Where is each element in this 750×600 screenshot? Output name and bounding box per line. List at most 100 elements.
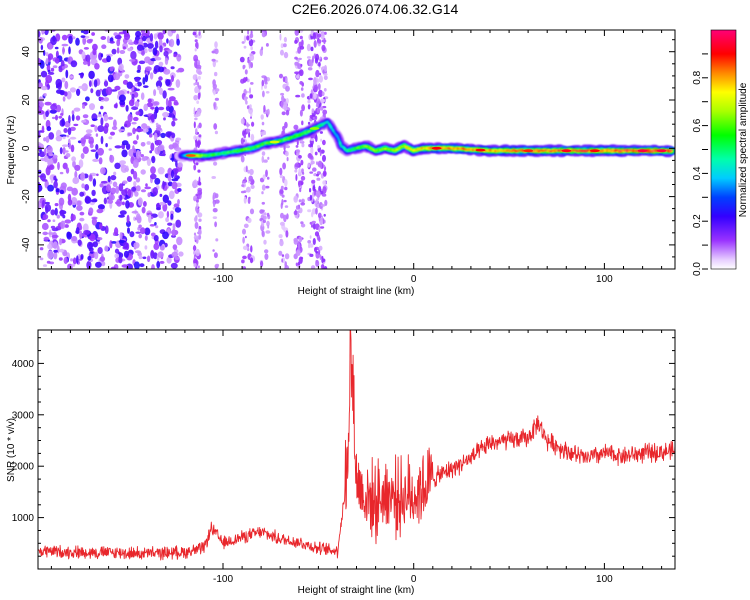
noise-blob [167, 181, 173, 187]
noise-blob [131, 106, 139, 111]
noise-blob [152, 101, 160, 106]
noise-blob [44, 201, 50, 205]
noise-blob [197, 189, 203, 196]
noise-blob [82, 146, 89, 154]
noise-blob [71, 114, 75, 122]
noise-blob [170, 262, 178, 269]
ridge-segment [345, 148, 348, 152]
noise-blob [243, 134, 246, 139]
noise-blob [214, 199, 220, 204]
noise-blob [240, 137, 244, 145]
noise-blob [143, 201, 147, 207]
noise-blob [249, 107, 252, 111]
noise-blob [56, 89, 63, 94]
noise-blob [243, 196, 247, 204]
noise-blob [165, 105, 170, 112]
noise-blob [310, 265, 316, 269]
noise-blob [46, 260, 51, 264]
colorbar-tick-label: 0.0 [692, 262, 703, 276]
noise-blob [261, 230, 264, 237]
noise-blob [66, 186, 74, 192]
noise-blob [44, 30, 49, 36]
noise-blob [45, 135, 50, 143]
noise-blob [58, 257, 63, 261]
noise-blob [214, 41, 218, 49]
noise-blob [241, 180, 246, 184]
noise-blob [314, 231, 320, 237]
noise-blob [193, 232, 197, 236]
noise-blob [298, 236, 303, 243]
noise-blob [141, 49, 145, 56]
noise-blob [85, 54, 91, 63]
ridge-hotspot [637, 149, 648, 153]
noise-blob [118, 239, 126, 243]
noise-blob [131, 121, 137, 125]
ridge-hotspot [589, 149, 600, 153]
noise-blob [322, 154, 326, 162]
noise-blob [57, 82, 62, 90]
colorbar-tick-label: 0.2 [692, 214, 703, 228]
noise-blob [113, 119, 117, 128]
noise-blob [145, 66, 152, 72]
noise-blob [53, 175, 57, 181]
noise-blob [41, 222, 49, 231]
noise-blob [154, 146, 161, 155]
noise-blob [300, 175, 306, 181]
y-tick-label: 4000 [12, 359, 35, 370]
snr-panel: -100 0 100 1000 2000 3000 4000 Height of strai… [6, 329, 676, 596]
noise-blob [315, 260, 320, 267]
noise-blob [249, 87, 251, 94]
noise-blob [40, 173, 46, 181]
noise-blob [300, 221, 304, 225]
noise-blob [165, 97, 169, 107]
noise-blob [149, 224, 155, 227]
noise-blob [196, 59, 201, 66]
noise-blob [76, 200, 82, 207]
noise-blob [39, 257, 44, 261]
x-tick-label: 0 [411, 274, 417, 285]
noise-blob [162, 180, 165, 190]
noise-blob [41, 30, 46, 33]
noise-blob [249, 168, 254, 176]
noise-blob [77, 239, 82, 246]
noise-blob [299, 69, 304, 77]
noise-blob [309, 253, 314, 257]
ridge-segment [411, 149, 415, 152]
noise-blob [310, 46, 314, 52]
noise-blob [54, 207, 58, 216]
noise-blob [296, 249, 301, 257]
noise-blob [261, 151, 266, 156]
noise-blob [88, 136, 94, 145]
noise-blob [40, 70, 48, 78]
noise-blob [99, 88, 103, 92]
noise-blob [149, 72, 154, 80]
noise-blob [140, 189, 147, 193]
noise-blob [141, 156, 147, 162]
noise-blob [312, 167, 317, 172]
noise-blob [165, 131, 173, 138]
noise-blob [65, 153, 71, 158]
noise-blob [48, 164, 55, 170]
noise-blob [71, 156, 76, 162]
noise-blob [108, 194, 115, 201]
noise-blob [239, 56, 245, 63]
noise-blob [173, 53, 177, 58]
noise-blob [135, 111, 141, 116]
noise-blob [211, 176, 216, 179]
noise-blob [140, 227, 146, 235]
noise-blob [244, 96, 248, 102]
noise-blob [266, 108, 270, 116]
noise-blob [45, 166, 51, 176]
noise-blob [158, 87, 164, 95]
ridge-segment [321, 124, 324, 126]
noise-blob [80, 254, 84, 260]
noise-blob [38, 201, 41, 209]
ridge-segment [402, 145, 405, 148]
noise-blob [317, 212, 322, 219]
noise-blob [42, 214, 49, 220]
noise-blob [284, 121, 288, 129]
noise-blob [265, 230, 271, 234]
noise-blob [135, 213, 141, 222]
noise-blob [135, 231, 141, 234]
noise-blob [133, 170, 138, 180]
